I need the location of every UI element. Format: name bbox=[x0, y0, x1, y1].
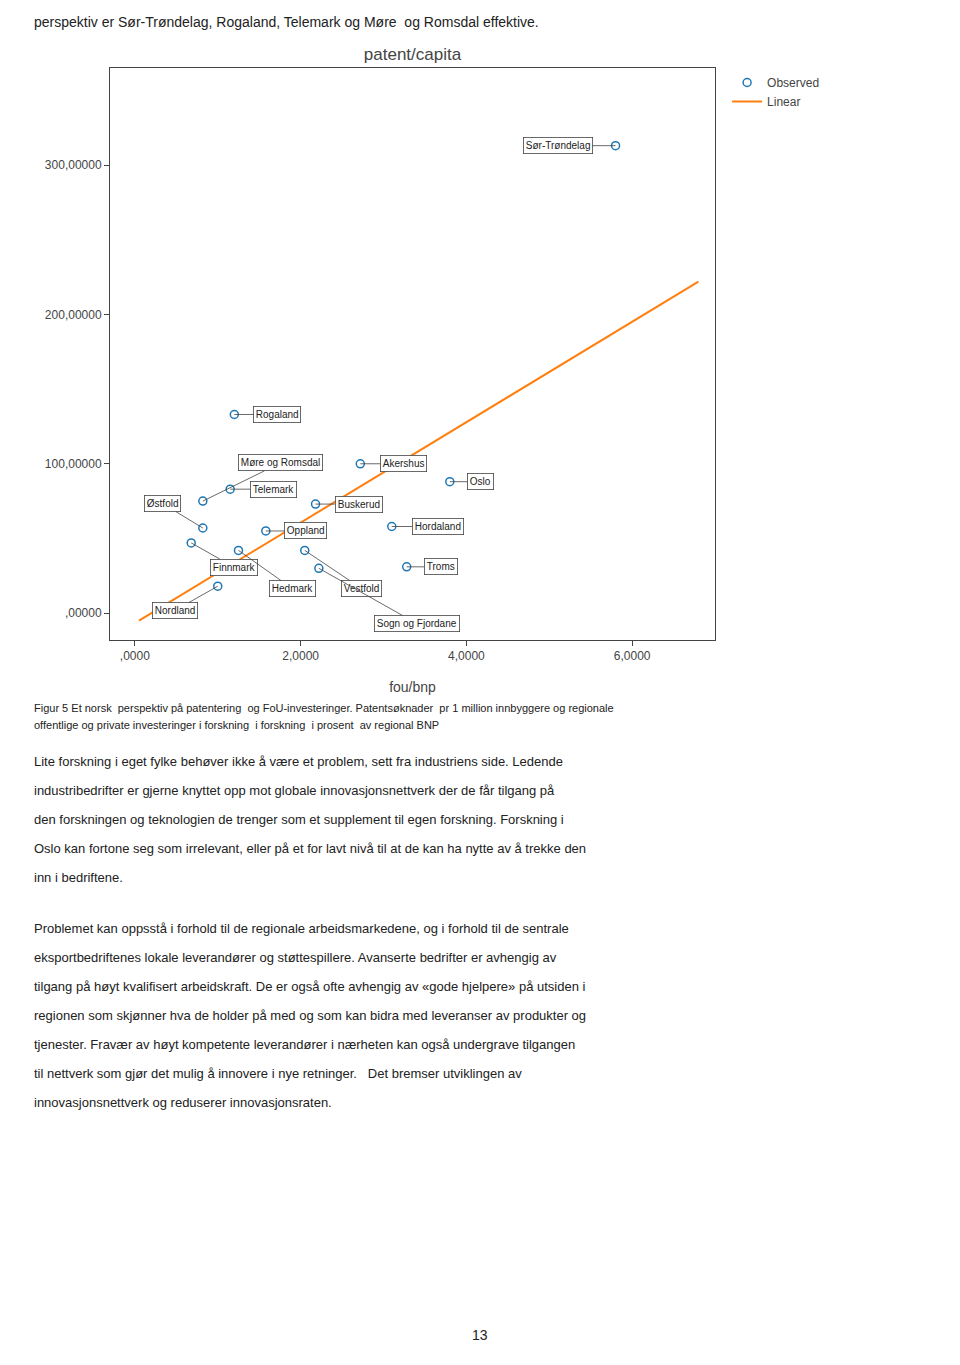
svg-text:Buskerud: Buskerud bbox=[338, 499, 380, 510]
svg-text:Lite forskning i eget fylke be: Lite forskning i eget fylke behøver ikke… bbox=[34, 754, 563, 769]
svg-text:fou/bnp: fou/bnp bbox=[389, 679, 436, 695]
svg-text:Nordland: Nordland bbox=[155, 605, 196, 616]
svg-text:perspektiv er Sør-Trøndelag, R: perspektiv er Sør-Trøndelag, Rogaland, T… bbox=[34, 14, 539, 30]
svg-text:100,00000: 100,00000 bbox=[45, 457, 102, 471]
svg-text:tilgang på høyt kvalifisert ar: tilgang på høyt kvalifisert arbeidskraft… bbox=[34, 979, 586, 994]
svg-text:Oslo: Oslo bbox=[470, 476, 491, 487]
svg-text:2,0000: 2,0000 bbox=[282, 649, 319, 663]
svg-text:200,00000: 200,00000 bbox=[45, 308, 102, 322]
svg-text:Observed: Observed bbox=[767, 76, 819, 90]
svg-text:til nettverk som gjør det muli: til nettverk som gjør det mulig å innove… bbox=[34, 1066, 522, 1081]
svg-text:Sør-Trøndelag: Sør-Trøndelag bbox=[526, 140, 591, 151]
svg-text:300,00000: 300,00000 bbox=[45, 158, 102, 172]
svg-text:13: 13 bbox=[472, 1327, 488, 1343]
svg-text:Østfold: Østfold bbox=[147, 498, 179, 509]
svg-text:industribedrifter er gjerne kn: industribedrifter er gjerne knyttet opp … bbox=[34, 783, 555, 798]
svg-text:Oppland: Oppland bbox=[287, 525, 325, 536]
svg-text:Telemark: Telemark bbox=[253, 484, 295, 495]
svg-text:Linear: Linear bbox=[767, 95, 800, 109]
svg-text:inn i bedriftene.: inn i bedriftene. bbox=[34, 870, 123, 885]
svg-text:,00000: ,00000 bbox=[65, 606, 102, 620]
svg-text:eksportbedriftenes lokale leve: eksportbedriftenes lokale leverandører o… bbox=[34, 950, 557, 965]
svg-text:patent/capita: patent/capita bbox=[364, 45, 462, 64]
svg-text:innovasjonsnettverk og reduser: innovasjonsnettverk og reduserer innovas… bbox=[34, 1095, 332, 1110]
svg-text:Hordaland: Hordaland bbox=[415, 521, 461, 532]
svg-text:Oslo kan fortone seg som irrel: Oslo kan fortone seg som irrelevant, ell… bbox=[34, 841, 586, 856]
svg-text:Troms: Troms bbox=[427, 561, 455, 572]
svg-text:Figur 5 Et norsk perspektiv p: Figur 5 Et norsk perspektiv på patenteri… bbox=[34, 702, 614, 714]
svg-text:Vestfold: Vestfold bbox=[344, 583, 380, 594]
svg-text:regionen som skjønner hva de h: regionen som skjønner hva de holder på m… bbox=[34, 1008, 586, 1023]
svg-text:4,0000: 4,0000 bbox=[448, 649, 485, 663]
svg-text:tjenester. Fravær av høyt komp: tjenester. Fravær av høyt kompetente lev… bbox=[34, 1037, 575, 1052]
svg-text:offentlige og private invester: offentlige og private investeringer i fo… bbox=[34, 719, 439, 731]
svg-text:Finnmark: Finnmark bbox=[213, 562, 256, 573]
svg-text:Problemet kan oppsstå i forhol: Problemet kan oppsstå i forhold til de r… bbox=[34, 921, 569, 936]
svg-text:Hedmark: Hedmark bbox=[272, 583, 314, 594]
svg-text:Akershus: Akershus bbox=[383, 458, 425, 469]
svg-text:,0000: ,0000 bbox=[120, 649, 150, 663]
svg-text:6,0000: 6,0000 bbox=[614, 649, 651, 663]
svg-text:Sogn og Fjordane: Sogn og Fjordane bbox=[377, 618, 457, 629]
svg-text:den forskningen og teknologien: den forskningen og teknologien de trenge… bbox=[34, 812, 564, 827]
svg-text:Rogaland: Rogaland bbox=[256, 409, 299, 420]
svg-text:Møre og Romsdal: Møre og Romsdal bbox=[241, 457, 320, 468]
